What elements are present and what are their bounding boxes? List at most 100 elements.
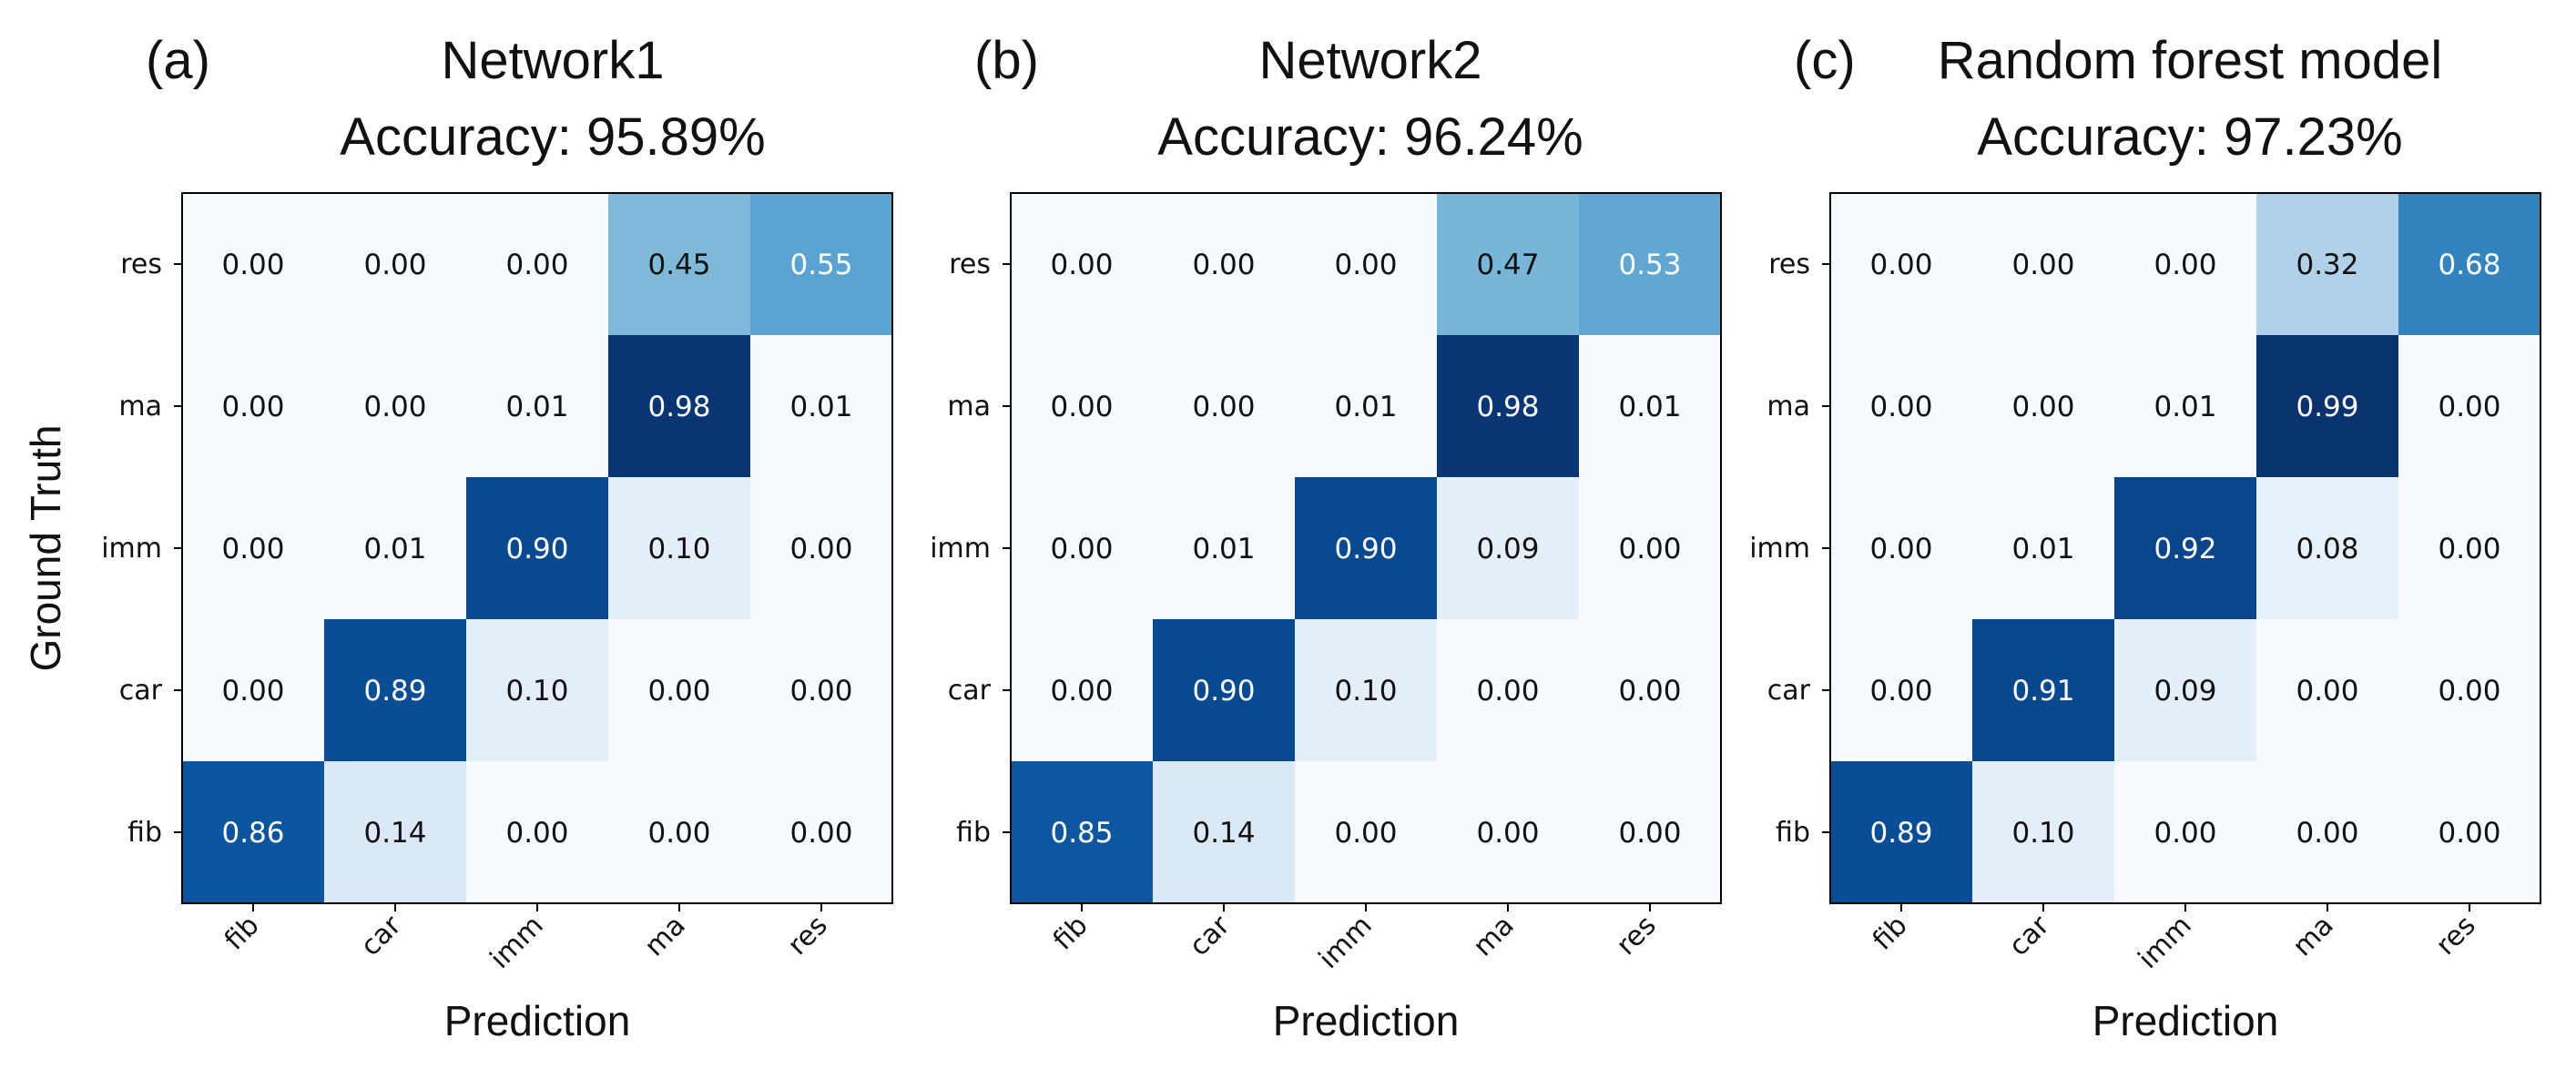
heatmap-cell <box>182 761 324 903</box>
cell-value-label: 0.47 <box>1476 249 1539 281</box>
cell-value-label: 0.00 <box>221 391 284 423</box>
heatmap-cell <box>2398 335 2540 477</box>
heatmap-cell <box>608 761 750 903</box>
cell-value-label: 0.09 <box>1476 533 1539 565</box>
heatmap-cell <box>750 193 892 335</box>
cell-value-label: 0.85 <box>1050 817 1113 850</box>
cell-value-label: 0.10 <box>2011 817 2074 850</box>
heatmap-cell <box>1830 335 1972 477</box>
y-tick-label: imm <box>101 533 162 565</box>
y-tick-label: res <box>120 249 162 280</box>
cell-value-label: 0.00 <box>1618 817 1681 850</box>
heatmap-cell <box>182 335 324 477</box>
heatmap-cell <box>750 335 892 477</box>
cell-value-label: 0.00 <box>1050 533 1113 565</box>
cell-value-label: 0.89 <box>1869 817 1932 850</box>
panel-accuracy: Accuracy: 95.89% <box>340 107 765 167</box>
cell-value-label: 0.00 <box>1334 249 1397 281</box>
heatmap-cell <box>1579 761 1721 903</box>
heatmap-cell <box>1011 761 1153 903</box>
cell-value-label: 0.10 <box>505 675 568 708</box>
heatmap-cell <box>2114 761 2256 903</box>
cell-value-label: 0.86 <box>221 817 284 850</box>
cell-value-label: 0.00 <box>2153 817 2216 850</box>
cell-value-label: 0.00 <box>1192 249 1255 281</box>
cell-value-label: 0.00 <box>2011 249 2074 281</box>
heatmap-cell <box>750 619 892 761</box>
y-tick-label: ma <box>1767 391 1810 423</box>
cell-value-label: 0.90 <box>1334 533 1397 565</box>
heatmap-cell <box>1830 761 1972 903</box>
heatmap-cell <box>466 335 608 477</box>
cell-value-label: 0.00 <box>2011 391 2074 423</box>
x-tick-label: fib <box>1047 910 1095 957</box>
heatmap-cell <box>2256 477 2398 619</box>
x-tick-label: car <box>355 909 409 962</box>
heatmap-cell <box>1830 619 1972 761</box>
cell-value-label: 0.01 <box>1192 533 1255 565</box>
cell-value-label: 0.00 <box>1869 249 1932 281</box>
cell-value-label: 0.00 <box>789 533 852 565</box>
cell-value-label: 0.00 <box>1476 817 1539 850</box>
cell-value-label: 0.00 <box>1050 249 1113 281</box>
confusion-matrix-panel-1: (a) Network1 Accuracy: 95.89% 0.00 0.00 0.00 0… <box>22 31 893 1044</box>
cell-value-label: 0.00 <box>2296 817 2358 850</box>
cell-value-label: 0.90 <box>505 533 568 565</box>
heatmap-cell <box>1153 477 1295 619</box>
cell-value-label: 0.00 <box>1869 675 1932 708</box>
cell-value-label: 0.14 <box>1192 817 1255 850</box>
cell-value-label: 0.00 <box>789 675 852 708</box>
y-tick-label: res <box>949 249 991 280</box>
heatmap-cell <box>1153 761 1295 903</box>
cell-value-label: 0.00 <box>221 675 284 708</box>
cell-value-label: 0.00 <box>221 533 284 565</box>
panel-accuracy: Accuracy: 97.23% <box>1977 107 2402 167</box>
cell-value-label: 0.00 <box>505 817 568 850</box>
heatmap-cell <box>324 193 466 335</box>
heatmap-cell <box>324 477 466 619</box>
cell-value-label: 0.00 <box>363 391 426 423</box>
heatmap-cell <box>324 335 466 477</box>
confusion-matrix-panel-3: (c) Random forest model Accuracy: 97.23% 0.… <box>1749 31 2541 1044</box>
cell-value-label: 0.00 <box>363 249 426 281</box>
heatmap-cell <box>466 619 608 761</box>
heatmap-cell <box>2114 335 2256 477</box>
x-axis-title: Prediction <box>1273 997 1460 1044</box>
heatmap-cell <box>2256 761 2398 903</box>
heatmap-cell <box>1153 193 1295 335</box>
heatmap-cell <box>1295 335 1437 477</box>
x-tick-label: ma <box>2286 910 2339 962</box>
x-tick-label: fib <box>1867 910 1914 957</box>
heatmap-cell <box>2256 335 2398 477</box>
cell-value-label: 0.00 <box>789 817 852 850</box>
heatmap-cell <box>2114 619 2256 761</box>
heatmap-cell <box>2114 193 2256 335</box>
panel-letter: (a) <box>146 31 210 90</box>
heatmap-cell <box>1011 619 1153 761</box>
heatmap-cell <box>750 477 892 619</box>
panel-letter: (c) <box>1794 31 1856 90</box>
x-tick-label: ma <box>638 910 691 962</box>
y-tick-label: fib <box>127 817 162 849</box>
x-tick-label: res <box>2430 910 2482 962</box>
heatmap-cell <box>1972 477 2114 619</box>
heatmap-cell <box>1011 477 1153 619</box>
heatmap-cell <box>2398 619 2540 761</box>
heatmap-cell <box>1437 477 1579 619</box>
heatmap-cell <box>1295 619 1437 761</box>
heatmap-cell <box>324 761 466 903</box>
heatmap-cell <box>2398 761 2540 903</box>
cell-value-label: 0.00 <box>1618 675 1681 708</box>
cell-value-label: 0.01 <box>2153 391 2216 423</box>
y-tick-label: imm <box>930 533 991 565</box>
panel-letter: (b) <box>974 31 1039 90</box>
x-tick-label: car <box>2003 909 2057 962</box>
heatmap-cell <box>1830 477 1972 619</box>
cell-value-label: 0.01 <box>789 391 852 423</box>
cell-value-label: 0.98 <box>1476 391 1539 423</box>
heatmap-cell <box>1153 619 1295 761</box>
cell-value-label: 0.32 <box>2296 249 2358 281</box>
heatmap-cell <box>608 193 750 335</box>
cell-value-label: 0.01 <box>1618 391 1681 423</box>
